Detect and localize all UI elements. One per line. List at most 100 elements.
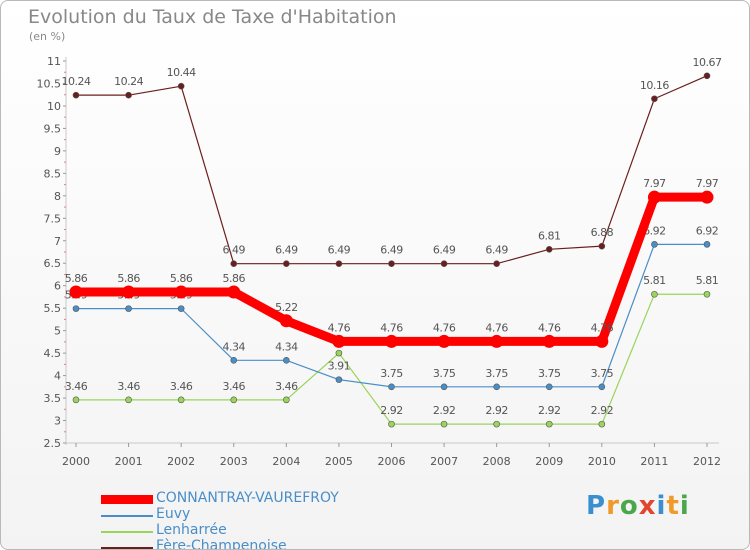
data-label: 3.75 (538, 367, 561, 380)
data-point (332, 334, 346, 348)
proxiti-logo: Proxiti (586, 491, 690, 521)
data-point (647, 190, 661, 204)
data-label: 5.86 (117, 272, 140, 285)
data-point (69, 285, 83, 299)
data-label: 6.49 (380, 244, 403, 257)
data-label: 3.91 (328, 360, 351, 373)
data-label: 6.49 (328, 244, 351, 257)
x-tick-label: 2009 (535, 455, 563, 468)
data-point (230, 396, 238, 404)
x-tick-label: 2003 (220, 455, 248, 468)
data-label: 2.92 (433, 404, 456, 417)
data-label: 6.88 (591, 226, 614, 239)
data-point (335, 376, 343, 383)
data-label: 2.92 (380, 404, 403, 417)
data-point (490, 334, 504, 348)
data-point (388, 260, 395, 267)
y-tick-label: 8.5 (44, 167, 62, 180)
x-tick-label: 2008 (483, 455, 511, 468)
y-tick-label: 5.5 (44, 302, 62, 315)
data-point (283, 396, 290, 404)
data-point (279, 314, 293, 328)
data-point (440, 383, 448, 391)
data-label: 7.97 (696, 177, 719, 190)
data-point (595, 334, 609, 348)
x-tick-label: 2004 (272, 455, 300, 468)
data-label: 6.92 (696, 224, 719, 237)
y-tick-label: 7 (54, 235, 61, 248)
y-tick-label: 9.5 (44, 122, 62, 135)
x-tick-label: 2011 (640, 455, 668, 468)
data-point (125, 396, 132, 404)
x-tick-label: 2006 (378, 455, 406, 468)
legend-label: CONNANTRAY-VAUREFROY (156, 490, 339, 506)
data-label: 4.34 (275, 340, 298, 353)
data-point (388, 383, 395, 391)
x-tick-label: 2010 (588, 455, 616, 468)
x-tick-label: 2002 (167, 455, 195, 468)
x-tick-label: 2007 (430, 455, 458, 468)
data-label: 10.44 (167, 66, 196, 79)
y-tick-label: 11 (47, 55, 61, 68)
data-point (335, 260, 343, 267)
y-tick-label: 6 (54, 280, 61, 293)
data-label: 6.49 (485, 244, 508, 257)
data-point (125, 305, 132, 312)
y-tick-label: 5 (54, 325, 61, 338)
data-label: 6.81 (538, 229, 561, 242)
data-label: 7.97 (643, 177, 666, 190)
data-label: 5.86 (223, 272, 246, 285)
data-label: 2.92 (591, 404, 614, 417)
legend-swatch (101, 547, 153, 549)
y-tick-label: 3 (54, 415, 61, 428)
data-label: 3.46 (170, 380, 193, 393)
x-tick-label: 2005 (325, 455, 353, 468)
series-line (71, 192, 712, 346)
data-point (230, 260, 238, 267)
data-point (493, 383, 500, 391)
y-tick-label: 7.5 (44, 212, 62, 225)
y-tick-label: 9 (54, 145, 61, 158)
legend-swatch (101, 495, 153, 504)
data-label: 4.76 (591, 321, 614, 334)
legend-label: Fère-Champenoise (156, 538, 287, 550)
data-label: 6.49 (433, 244, 456, 257)
y-tick-label: 10.5 (37, 77, 62, 90)
data-point (542, 334, 556, 348)
data-point (388, 420, 395, 428)
logo-letter: t (666, 491, 680, 521)
data-point (493, 420, 500, 428)
data-label: 3.75 (380, 367, 403, 380)
data-point (437, 334, 451, 348)
data-point (177, 396, 185, 404)
data-point (125, 91, 132, 99)
data-label: 10.24 (62, 75, 91, 88)
data-label: 5.86 (65, 272, 88, 285)
data-point (177, 305, 185, 312)
logo-letter: x (638, 491, 657, 521)
data-point (703, 290, 711, 298)
data-label: 4.34 (223, 340, 246, 353)
data-label: 4.76 (433, 321, 456, 334)
data-point (283, 260, 290, 267)
legend-swatch (101, 531, 153, 533)
data-label: 10.67 (693, 56, 722, 69)
x-tick-label: 2000 (62, 455, 90, 468)
logo-letter: P (586, 491, 607, 521)
data-point (72, 91, 80, 99)
legend-swatch (101, 515, 153, 517)
y-tick-label: 4 (54, 370, 61, 383)
y-tick-label: 3.5 (44, 392, 62, 405)
data-point (230, 357, 238, 364)
data-label: 3.46 (117, 380, 140, 393)
data-point (122, 285, 136, 299)
data-label: 3.46 (65, 380, 88, 393)
data-label: 10.24 (114, 75, 143, 88)
data-label: 4.76 (538, 321, 561, 334)
data-point (335, 349, 343, 357)
data-point (598, 420, 606, 428)
data-point (72, 396, 80, 404)
data-label: 2.92 (538, 404, 561, 417)
